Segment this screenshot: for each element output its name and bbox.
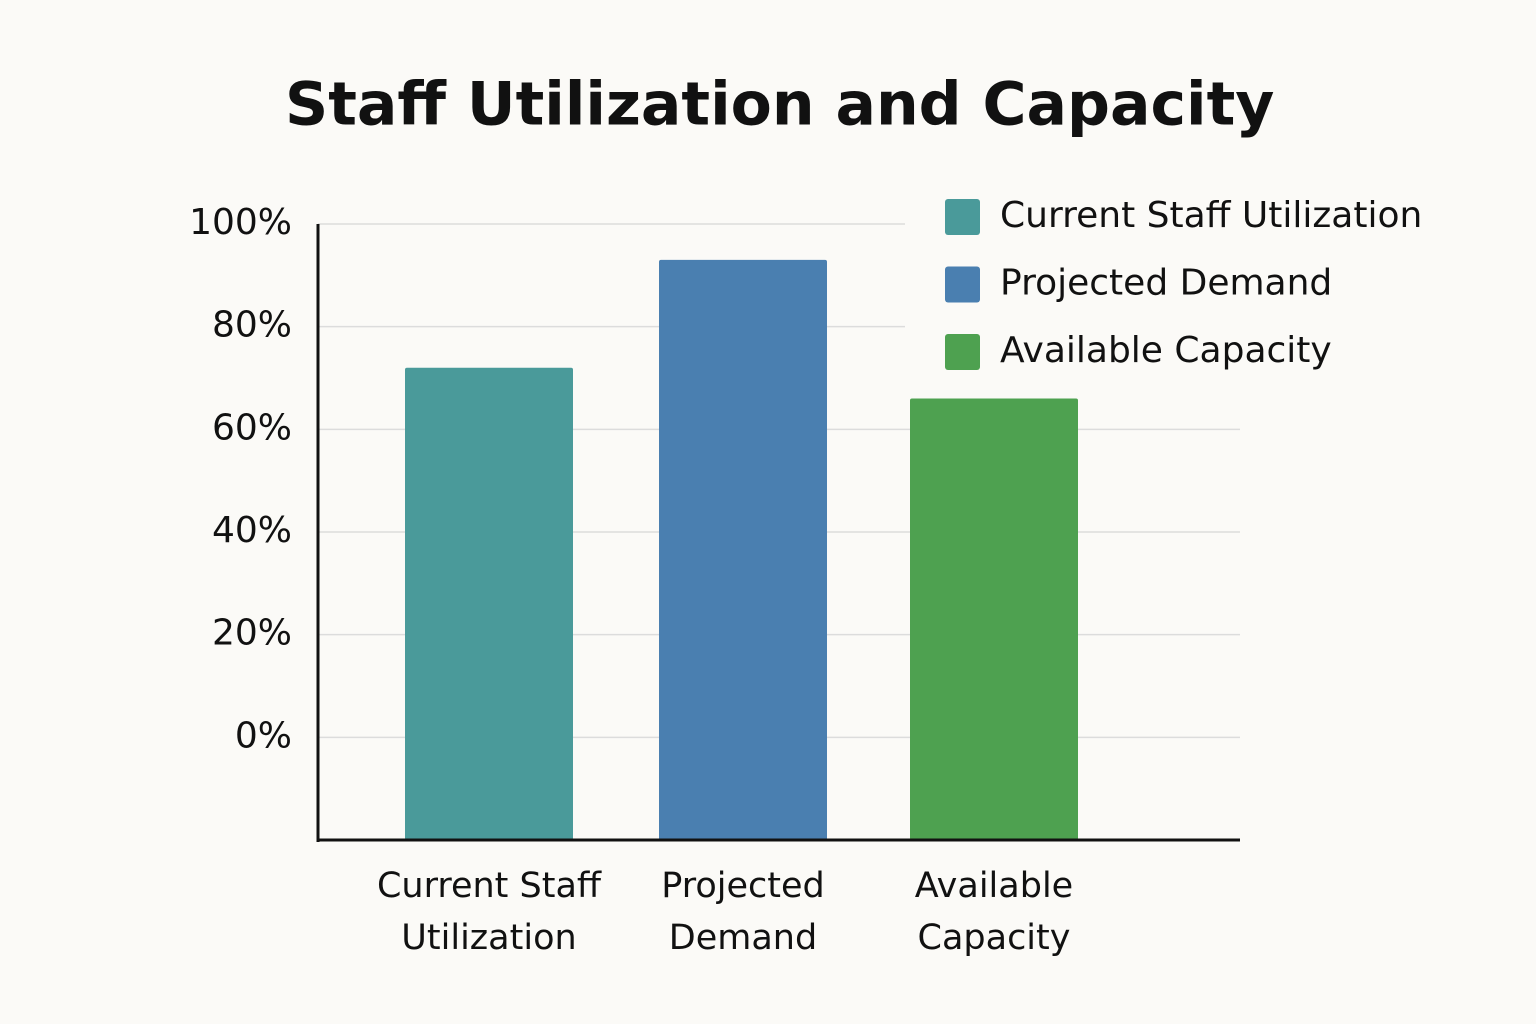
bar xyxy=(659,259,827,840)
legend-swatch xyxy=(945,266,980,303)
y-tick-label: 0% xyxy=(235,715,292,756)
legend-label: Projected Demand xyxy=(1000,263,1332,304)
y-tick-label: 100% xyxy=(189,202,292,243)
y-tick-label: 40% xyxy=(212,510,292,551)
chart-title: Staff Utilization and Capacity xyxy=(285,70,1274,140)
y-tick-label: 60% xyxy=(212,407,292,448)
legend-background xyxy=(905,185,1505,385)
x-tick-label: Available Capacity xyxy=(914,866,1074,958)
legend-swatch xyxy=(945,199,980,235)
x-tick-label: Current Staff Utilization xyxy=(376,866,602,958)
bar xyxy=(405,367,573,840)
y-tick-label: 80% xyxy=(212,305,292,346)
legend-swatch xyxy=(945,334,980,370)
bar xyxy=(910,398,1078,840)
legend-label: Current Staff Utilization xyxy=(1000,195,1422,236)
x-tick-label: Projected Demand xyxy=(661,866,825,958)
y-tick-label: 20% xyxy=(212,613,292,654)
legend-label: Available Capacity xyxy=(1000,330,1332,371)
